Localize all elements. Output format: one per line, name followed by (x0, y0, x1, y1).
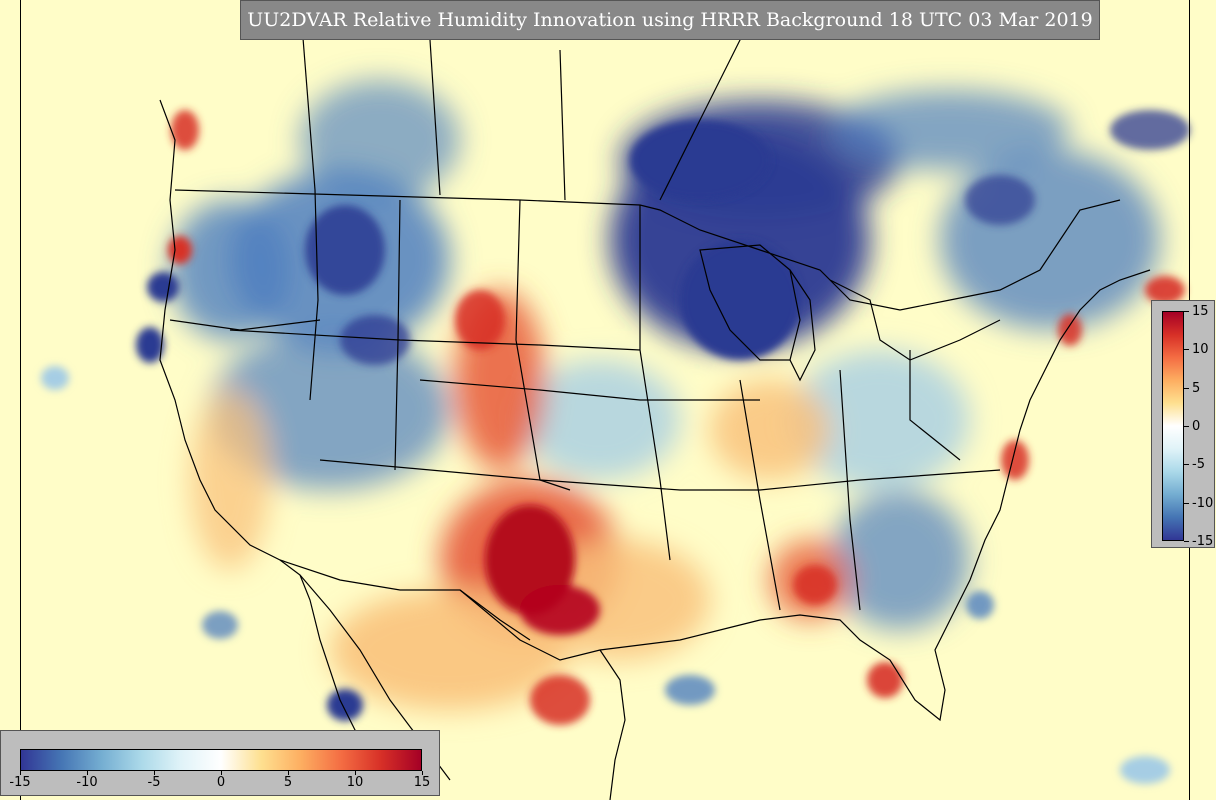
canada-province-3 (559, 49, 566, 201)
colorbar-bottom: -15 -10 -5 0 5 10 15 (0, 730, 440, 796)
colorbar-right-gradient (1162, 311, 1184, 541)
colorbar-bottom-tick (288, 771, 289, 775)
coastline-west (159, 99, 361, 741)
colorbar-bottom-tick (20, 771, 21, 775)
colorbar-bottom-tick (221, 771, 222, 775)
colorbar-bottom-tick-label: 5 (283, 775, 293, 790)
map-frame-left (20, 0, 21, 800)
colorbar-right-tick-label: 15 (1192, 304, 1209, 319)
core-dry-quebec (965, 175, 1035, 225)
core-dry-superior (680, 240, 800, 360)
core-moist-texas (520, 585, 600, 635)
core-moist-nova-scotia (1145, 276, 1185, 304)
field-dry-southeast (830, 490, 970, 630)
core-moist-bc-coast (171, 110, 199, 150)
field-dry-ohio-valley (790, 350, 970, 490)
map-title: UU2DVAR Relative Humidity Innovation usi… (240, 0, 1100, 40)
colorbar-right-tick-label: 10 (1192, 342, 1209, 358)
colorbar-bottom-tick-label: 0 (216, 775, 226, 790)
field-dry-quebec (830, 90, 1070, 170)
us-canada-border (174, 189, 1121, 311)
field-moist-midsouth (710, 380, 830, 480)
field-moist-mexico (330, 590, 570, 710)
core-moist-florida (867, 662, 903, 698)
lake-michigan (789, 269, 816, 382)
state-line-3 (515, 199, 571, 491)
core-dry-nevada (340, 315, 410, 365)
colorbar-bottom-tick-label: 10 (346, 775, 364, 790)
colorbar-right-tick (1184, 349, 1189, 351)
state-line-9 (909, 350, 961, 461)
state-line-7 (739, 379, 781, 611)
colorbar-bottom-gradient (20, 749, 422, 771)
colorbar-right-tick (1184, 464, 1189, 466)
colorbar-right-tick-label: -5 (1192, 457, 1205, 473)
colorbar-right-tick-label: -15 (1192, 534, 1214, 549)
core-dry-baja (327, 689, 363, 721)
colorbar-bottom-tick (422, 771, 423, 775)
field-dry-alberta (300, 80, 460, 200)
field-dry-plains (520, 360, 680, 480)
state-line-8 (839, 369, 861, 611)
colorbar-right-tick (1184, 426, 1189, 427)
core-dry-pacific-sw (41, 366, 69, 390)
us-mexico-border (279, 559, 531, 641)
core-moist-gulf-ne (1058, 314, 1082, 346)
coastline-gulf (459, 269, 1151, 722)
core-dry-idaho (305, 205, 385, 295)
field-moist-california (190, 390, 270, 570)
colorbar-right-tick-label: 0 (1192, 419, 1201, 434)
colorbar-right-tick (1184, 541, 1189, 542)
colorbar-right-tick (1184, 387, 1189, 389)
core-dry-pacific-1 (147, 272, 179, 302)
map-title-text: UU2DVAR Relative Humidity Innovation usi… (247, 9, 1093, 31)
core-dry-bahamas (1120, 756, 1170, 784)
colorbar-right-tick (1184, 311, 1189, 312)
colorbar-bottom-tick (154, 771, 155, 775)
colorbar-bottom-tick-label: -5 (147, 775, 161, 790)
core-moist-oregon-coast (168, 236, 192, 264)
state-line-10 (419, 379, 760, 401)
state-line-6 (319, 459, 1001, 491)
innovation-cores (41, 110, 1190, 784)
coastline-mexico-gulf (599, 649, 626, 800)
lake-huron-erie (829, 279, 1001, 361)
core-dry-ontario (630, 120, 770, 200)
field-dry-great-basin (210, 330, 450, 490)
field-dry-pacific-nw (170, 200, 290, 340)
core-dry-pacific-2 (136, 327, 164, 363)
core-dry-labrador (1110, 110, 1190, 150)
colorbar-bottom-tick (87, 771, 88, 775)
field-dry-northeast (940, 150, 1160, 330)
canada-province-2 (429, 39, 441, 196)
core-dry-pacific-far (202, 611, 238, 639)
colorbar-right: 15 10 5 0 -5 -10 -15 (1151, 300, 1215, 548)
colorbar-right-tick-label: 5 (1192, 380, 1201, 396)
core-moist-georgia (793, 565, 837, 605)
core-moist-mexico (530, 675, 590, 725)
state-line-11 (169, 319, 321, 331)
core-moist-mid-atlantic (1001, 440, 1029, 480)
state-line-5 (229, 329, 641, 351)
colorbar-bottom-tick-label: -10 (76, 775, 98, 790)
state-line-4 (639, 205, 671, 561)
core-dry-gulf (665, 675, 715, 705)
core-moist-colorado (455, 290, 505, 350)
colorbar-bottom-tick-label: -15 (9, 775, 31, 790)
colorbar-right-tick (1184, 502, 1189, 504)
state-line-1 (309, 189, 319, 401)
core-dry-atlantic (966, 591, 994, 619)
colorbar-bottom-tick-label: 15 (413, 775, 431, 790)
colorbar-right-tick-label: -10 (1192, 495, 1214, 511)
colorbar-bottom-tick (355, 771, 356, 775)
